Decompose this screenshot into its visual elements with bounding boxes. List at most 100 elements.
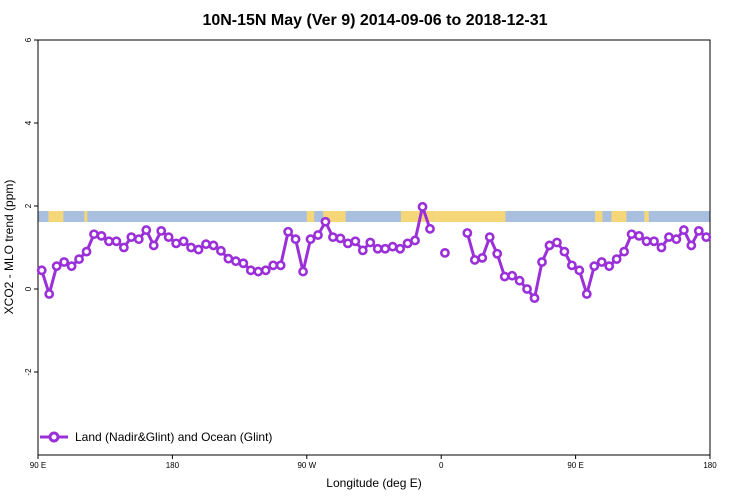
land-segment (432, 211, 506, 222)
data-point (522, 284, 532, 294)
data-point (574, 265, 585, 276)
data-point (410, 235, 420, 246)
chart-title: 10N-15N May (Ver 9) 2014-09-06 to 2018-1… (202, 12, 547, 29)
data-point (619, 246, 630, 257)
data-point (656, 242, 667, 253)
land-segment (306, 211, 315, 222)
series-segment (533, 260, 544, 300)
land-segment (595, 211, 603, 222)
data-point (417, 201, 428, 212)
data-point (701, 232, 712, 243)
data-point (36, 265, 47, 276)
data-point (581, 289, 592, 299)
land-ocean-band (38, 211, 710, 222)
data-point (216, 245, 226, 256)
data-point (283, 226, 294, 237)
data-point (365, 237, 376, 248)
series-segment (294, 237, 305, 274)
data-point (126, 232, 137, 243)
data-point (537, 257, 547, 267)
y-tick-label: 6 (24, 37, 33, 42)
data-point (275, 260, 286, 271)
data-point (104, 236, 114, 247)
data-point (201, 239, 211, 250)
y-tick-label: 4 (24, 120, 33, 125)
data-point (514, 275, 525, 286)
series-segment (413, 205, 425, 242)
data-point (462, 228, 473, 238)
y-axis-label: XCO2 - MLO trend (ppm) (2, 180, 16, 315)
land-segment (84, 211, 88, 222)
data-point (193, 244, 204, 255)
data-point (156, 225, 167, 236)
data-point (686, 240, 697, 251)
data-point (335, 233, 346, 244)
data-point (507, 270, 518, 281)
data-point (208, 240, 219, 251)
land-segment (323, 211, 346, 222)
series-segment (301, 237, 313, 274)
data-point (320, 216, 331, 227)
legend-marker (48, 431, 60, 443)
data-point (693, 225, 704, 236)
data-point (372, 243, 383, 254)
land-segment (400, 211, 433, 222)
x-tick-label: 0 (439, 461, 444, 470)
data-point (529, 293, 540, 304)
data-point (178, 236, 189, 247)
x-tick-label: 180 (703, 461, 717, 470)
data-point (499, 271, 510, 282)
data-point (649, 236, 659, 247)
data-point (342, 238, 353, 249)
data-point (596, 257, 607, 267)
plot-frame (37, 39, 711, 456)
data-point (111, 236, 122, 247)
data-point (253, 266, 264, 277)
data-point (559, 246, 570, 257)
data-point (238, 258, 249, 269)
data-point (141, 225, 152, 235)
data-point (492, 248, 503, 259)
data-point (133, 234, 144, 245)
data-point (671, 234, 682, 245)
x-tick-label: 90 E (567, 461, 583, 470)
data-point (477, 252, 488, 263)
data-point (626, 229, 637, 240)
y-tick-label: -2 (24, 368, 33, 376)
data-point (469, 255, 480, 265)
series-segment (279, 230, 290, 267)
x-axis-ticks: 90 E 180 90 W 0 90 E 180 (30, 455, 717, 470)
data-point (387, 241, 398, 252)
data-point (186, 242, 196, 253)
data-point (51, 261, 62, 272)
data-point (163, 232, 174, 243)
legend-label: Land (Nadir&Glint) and Ocean (Glint) (75, 430, 272, 444)
data-point (66, 261, 77, 272)
x-tick-label: 180 (166, 461, 180, 470)
data-point (440, 247, 450, 258)
data-point (328, 232, 338, 243)
data-point (59, 257, 70, 267)
series-layer (36, 201, 712, 304)
data-point (268, 260, 279, 271)
data-point (611, 254, 622, 265)
x-tick-label: 90 W (297, 461, 316, 470)
data-point (678, 225, 689, 235)
y-tick-label: 2 (24, 203, 33, 208)
land-segment (48, 211, 64, 222)
data-point (290, 234, 301, 245)
data-point (425, 223, 435, 234)
data-point (96, 230, 107, 241)
data-point (298, 266, 308, 277)
x-tick-label: 90 E (30, 461, 46, 470)
data-point (641, 236, 652, 247)
land-segment (611, 211, 627, 222)
data-point (260, 265, 271, 276)
data-point (89, 229, 99, 240)
data-point (81, 246, 92, 257)
data-point (589, 261, 600, 272)
data-point (230, 256, 241, 267)
data-point (544, 240, 555, 251)
data-point (484, 232, 495, 243)
data-point (223, 253, 234, 264)
